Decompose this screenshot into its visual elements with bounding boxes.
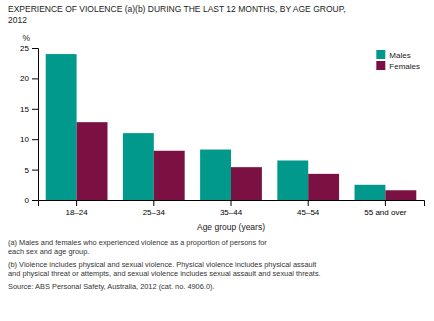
y-tick-label: 25: [20, 44, 29, 53]
bar: [77, 122, 108, 200]
y-tick: 0: [25, 196, 38, 205]
bars: [46, 54, 417, 200]
x-tick-mark: [153, 200, 154, 206]
y-tick: 10: [20, 135, 38, 144]
bar: [154, 151, 185, 200]
footnote: (b) Violence includes physical and sexua…: [8, 260, 321, 278]
footnote-line: (a) Males and females who experienced vi…: [8, 238, 267, 247]
footnote-line: and physical threat or attempts, and sex…: [8, 269, 321, 278]
x-tick: 25–34: [143, 200, 166, 217]
y-tick-label: 20: [20, 74, 29, 83]
footnote-line: Source: ABS Personal Safety, Australia, …: [8, 282, 215, 291]
plot: 0 5 10 15 20 25 18–24 25–34 35–44 45–54 55 and ove…: [20, 44, 424, 217]
x-axis-title: Age group (years): [197, 222, 265, 232]
y-axis-title: %: [22, 33, 30, 43]
x-tick-label: 25–34: [143, 208, 166, 217]
y-tick-label: 15: [20, 105, 29, 114]
bar: [200, 150, 231, 200]
legend-item: Males: [376, 50, 410, 60]
y-tick: 25: [20, 44, 38, 53]
legend-label: Females: [389, 62, 420, 71]
bar-series: [46, 54, 386, 200]
x-axis: 18–24 25–34 35–44 45–54 55 and over: [39, 200, 425, 217]
bar-series: [77, 122, 417, 200]
y-tick-label: 0: [25, 196, 30, 205]
bar: [308, 174, 339, 200]
x-tick-mark: [76, 200, 77, 206]
x-tick-mark: [385, 200, 386, 206]
x-tick: 35–44: [220, 200, 243, 217]
y-tick-label: 5: [25, 166, 30, 175]
x-tick: 45–54: [297, 200, 320, 217]
y-tick-mark: [32, 200, 38, 201]
axis-line: [32, 49, 39, 201]
title: EXPERIENCE OF VIOLENCE (a)(b) DURING THE…: [8, 4, 346, 25]
y-axis: 0 5 10 15 20 25: [20, 44, 38, 205]
legend-item: Females: [376, 61, 420, 71]
y-tick-mark: [32, 48, 38, 49]
x-tick-label: 45–54: [297, 208, 320, 217]
y-tick-mark: [32, 78, 38, 79]
bar: [277, 160, 308, 200]
x-tick-mark: [308, 200, 309, 206]
y-tick: 15: [20, 105, 38, 114]
y-tick: 5: [25, 166, 38, 175]
bar: [385, 190, 416, 200]
footnote-line: each sex and age group.: [8, 247, 89, 256]
y-tick-label: 10: [20, 135, 29, 144]
title-line: 2012: [8, 15, 27, 25]
bar: [46, 54, 77, 200]
footnote: (a) Males and females who experienced vi…: [8, 238, 267, 256]
y-tick-mark: [32, 109, 38, 110]
title-line: EXPERIENCE OF VIOLENCE (a)(b) DURING THE…: [8, 4, 346, 14]
y-tick: 20: [20, 74, 38, 83]
x-tick-label: 55 and over: [364, 208, 407, 217]
footnote-line: (b) Violence includes physical and sexua…: [8, 260, 316, 269]
legend-swatch: [376, 50, 385, 59]
x-tick-mark: [231, 200, 232, 206]
legend-label: Males: [389, 51, 410, 60]
y-tick-mark: [32, 139, 38, 140]
legend: Males Females: [376, 50, 420, 71]
x-tick: 18–24: [65, 200, 88, 217]
x-tick-label: 18–24: [65, 208, 88, 217]
axis-line: [39, 201, 425, 207]
x-tick-label: 35–44: [220, 208, 243, 217]
bar: [355, 185, 386, 200]
bar: [231, 167, 262, 200]
legend-swatch: [376, 61, 385, 70]
x-tick: 55 and over: [364, 200, 407, 217]
bar: [123, 133, 154, 200]
chart: EXPERIENCE OF VIOLENCE (a)(b) DURING THE…: [0, 0, 434, 321]
footnote: Source: ABS Personal Safety, Australia, …: [8, 282, 215, 291]
y-tick-mark: [32, 170, 38, 171]
